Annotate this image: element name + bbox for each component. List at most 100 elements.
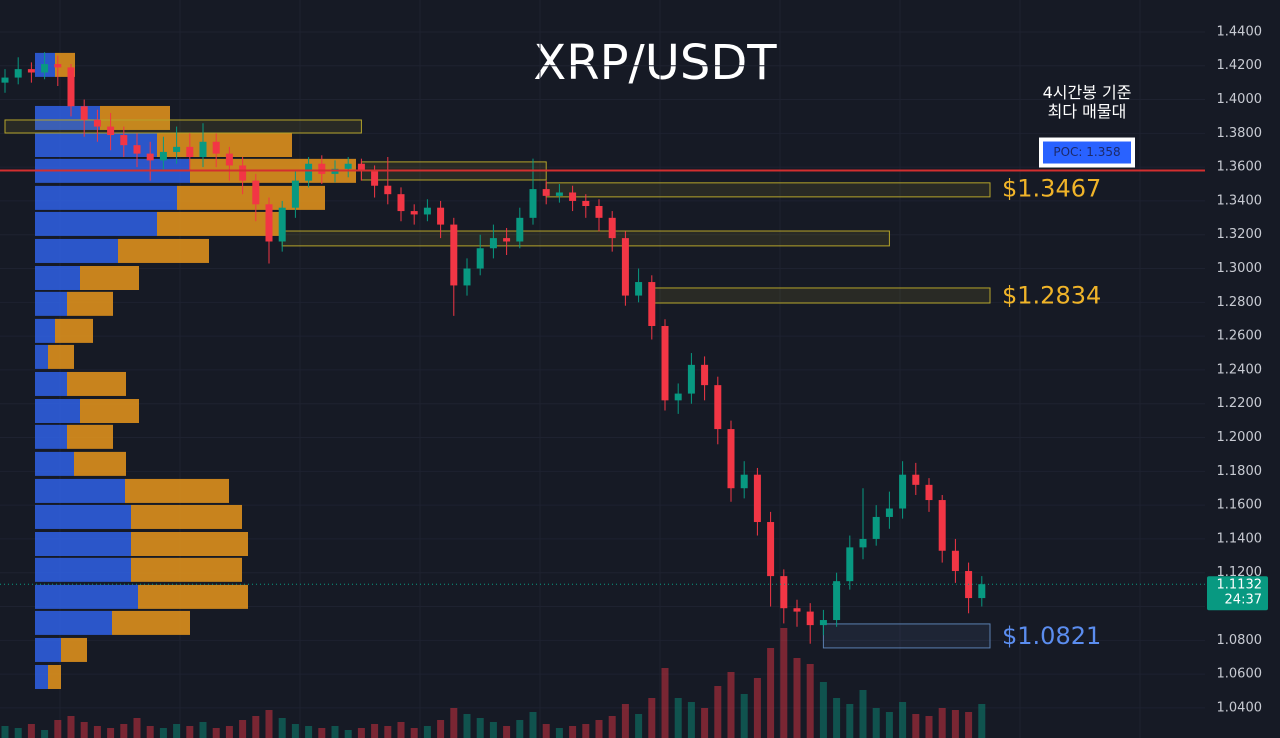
profile-down bbox=[131, 504, 242, 529]
candle-body bbox=[635, 282, 643, 296]
profile-up bbox=[35, 344, 48, 369]
volume-bar bbox=[846, 704, 854, 738]
candle-body bbox=[661, 325, 669, 401]
volume-bar bbox=[767, 648, 775, 738]
profile-down bbox=[61, 637, 87, 662]
y-tick-label: 1.1800 bbox=[1217, 464, 1263, 479]
volume-bar bbox=[331, 726, 339, 738]
y-tick-label: 1.4200 bbox=[1217, 58, 1263, 73]
candle-body bbox=[173, 146, 181, 152]
y-tick-label: 1.3000 bbox=[1217, 261, 1263, 276]
candle-body bbox=[27, 69, 35, 73]
candle-body bbox=[239, 165, 247, 181]
candle-body bbox=[569, 192, 577, 201]
profile-up bbox=[35, 211, 157, 236]
profile-up bbox=[35, 371, 67, 396]
volume-bar bbox=[687, 702, 695, 738]
volume-bar bbox=[371, 724, 379, 738]
candle-body bbox=[305, 163, 313, 181]
y-tick-label: 1.3200 bbox=[1217, 227, 1263, 242]
zone bbox=[545, 182, 991, 198]
volume-bar bbox=[819, 682, 827, 738]
volume-bar bbox=[648, 698, 656, 738]
y-tick-label: 1.4400 bbox=[1217, 24, 1263, 39]
volume-bar bbox=[318, 728, 326, 738]
candle-body bbox=[925, 484, 933, 501]
volume-bar bbox=[635, 714, 643, 738]
profile-down bbox=[131, 531, 248, 556]
profile-down bbox=[48, 344, 74, 369]
y-tick-label: 1.3800 bbox=[1217, 126, 1263, 141]
volume-bar bbox=[925, 716, 933, 738]
candle-body bbox=[67, 67, 75, 107]
volume-bar bbox=[569, 726, 577, 738]
volume-bar bbox=[199, 722, 207, 738]
candle-body bbox=[159, 151, 167, 161]
level-label: $1.2834 bbox=[1002, 282, 1101, 310]
profile-down bbox=[125, 478, 229, 503]
candle-body bbox=[555, 192, 563, 196]
y-tick-label: 1.2600 bbox=[1217, 329, 1263, 344]
volume-bar bbox=[899, 702, 907, 738]
y-tick-label: 1.0800 bbox=[1217, 633, 1263, 648]
y-tick-label: 1.1600 bbox=[1217, 498, 1263, 513]
profile-down bbox=[80, 265, 139, 290]
volume-bar bbox=[714, 686, 722, 738]
profile-down bbox=[74, 451, 126, 476]
candle-body bbox=[133, 145, 141, 154]
volume-bar bbox=[978, 704, 986, 738]
profile-down bbox=[118, 238, 209, 263]
profile-down bbox=[80, 398, 139, 423]
candle-body bbox=[872, 516, 880, 539]
candle-body bbox=[225, 153, 233, 166]
profile-up bbox=[35, 637, 61, 662]
candle-body bbox=[938, 500, 946, 551]
candle-body bbox=[503, 238, 511, 242]
chart-title: XRP/USDT bbox=[533, 35, 777, 91]
volume-bar bbox=[239, 720, 247, 738]
profile-down bbox=[131, 557, 242, 582]
volume-bar bbox=[27, 724, 35, 738]
profile-down bbox=[177, 185, 325, 210]
candle-body bbox=[397, 194, 405, 212]
volume-bar bbox=[423, 726, 431, 738]
candle-body bbox=[107, 126, 115, 136]
profile-down bbox=[67, 371, 126, 396]
profile-up bbox=[35, 318, 55, 343]
profile-down bbox=[55, 318, 93, 343]
y-tick-label: 1.2400 bbox=[1217, 362, 1263, 377]
poc-note: 4시간봉 기준 bbox=[1043, 83, 1132, 102]
profile-up bbox=[35, 478, 125, 503]
volume-bar bbox=[938, 708, 946, 738]
profile-up bbox=[35, 664, 48, 689]
candle-body bbox=[899, 474, 907, 509]
volume-bar bbox=[344, 730, 352, 738]
volume-bar bbox=[410, 728, 418, 738]
volume-bar bbox=[397, 722, 405, 738]
candle-body bbox=[648, 282, 656, 326]
volume-bar bbox=[661, 668, 669, 738]
volume-bar bbox=[463, 714, 471, 738]
candle-body bbox=[212, 141, 220, 154]
volume-bar bbox=[701, 708, 709, 738]
y-tick-label: 1.1400 bbox=[1217, 531, 1263, 546]
candle-body bbox=[740, 474, 748, 489]
profile-down bbox=[67, 291, 113, 316]
candle-body bbox=[542, 189, 550, 196]
candle-body bbox=[252, 180, 260, 205]
profile-down bbox=[67, 424, 113, 449]
volume-bar bbox=[595, 720, 603, 738]
volume-bar bbox=[252, 716, 260, 738]
profile-up bbox=[35, 398, 80, 423]
candle-body bbox=[14, 69, 22, 78]
y-tick-label: 1.3400 bbox=[1217, 193, 1263, 208]
profile-down bbox=[138, 584, 248, 609]
profile-up bbox=[35, 238, 118, 263]
zone bbox=[4, 119, 362, 134]
volume-bar bbox=[93, 726, 101, 738]
candle-body bbox=[357, 163, 365, 171]
y-tick-label: 1.2000 bbox=[1217, 430, 1263, 445]
candle-body bbox=[371, 170, 379, 186]
volume-bar bbox=[80, 722, 88, 738]
